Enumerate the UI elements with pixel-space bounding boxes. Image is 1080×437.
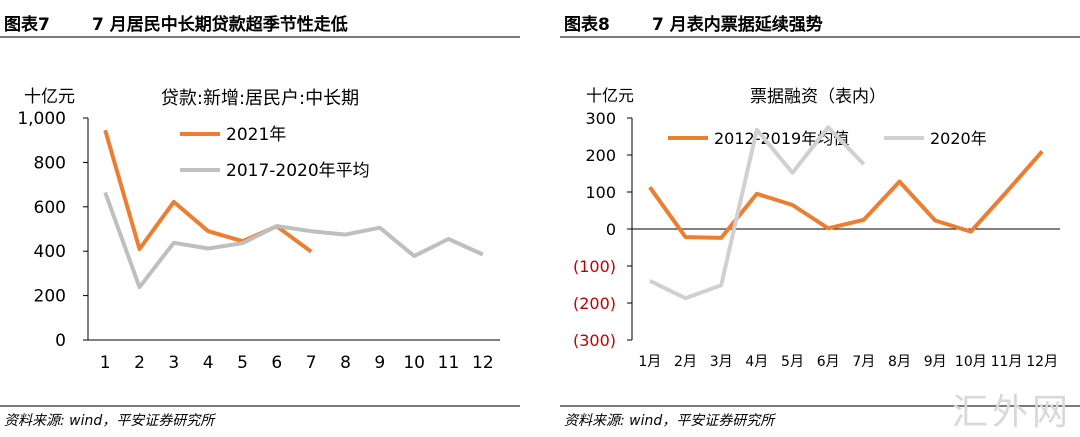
source-note: 资料来源: wind，平安证券研究所 — [4, 413, 215, 429]
y-tick-label: 0 — [606, 220, 616, 239]
x-tick-label: 2 — [134, 353, 145, 373]
x-tick-label: 1月 — [638, 354, 661, 370]
x-tick-label: 9 — [374, 353, 385, 373]
chart-panel-left: 图表7 7 月居民中长期贷款超季节性走低 十亿元 贷款:新增:居民户:中长期 0 20… — [0, 0, 520, 437]
y-tick-label: 300 — [585, 109, 616, 128]
x-tick-label: 12 — [472, 353, 494, 373]
figure-number: 图表7 — [4, 15, 50, 35]
chart-title: 票据融资（表内） — [750, 87, 886, 107]
bottom-rule — [560, 405, 1080, 407]
x-tick-label: 6月 — [817, 354, 840, 370]
panel-header: 图表7 7 月居民中长期贷款超季节性走低 — [0, 6, 520, 35]
x-tick-label: 10 — [403, 353, 425, 373]
series-line-1 — [103, 129, 313, 254]
x-tick-label: 11月 — [991, 354, 1023, 370]
legend-label: 2017-2020年平均 — [226, 161, 370, 181]
y-tick-label: 400 — [34, 242, 66, 262]
bottom-rule — [0, 405, 520, 407]
chart-panel-right: 图表8 7 月表内票据延续强势 十亿元 票据融资（表内） (300) (200) (10… — [560, 0, 1080, 437]
unit-label: 十亿元 — [24, 87, 75, 107]
y-tick-label: 800 — [34, 153, 66, 173]
unit-label: 十亿元 — [586, 86, 634, 105]
x-tick-label: 4 — [203, 353, 214, 373]
chart-title: 贷款:新增:居民户:中长期 — [161, 88, 359, 109]
source-note: 资料来源: wind，平安证券研究所 — [564, 413, 775, 429]
y-tick-label: (300) — [573, 331, 616, 350]
figure-title: 7 月居民中长期贷款超季节性走低 — [92, 15, 348, 35]
figure-number: 图表8 — [564, 15, 610, 35]
chart-bills: 十亿元 票据融资（表内） (300) (200) (100) 0 100 200 300 1月 2月… — [573, 86, 1060, 370]
x-tick-label: 6 — [271, 353, 282, 373]
x-tick-label: 7 — [306, 353, 317, 373]
y-tick-label: 1,000 — [17, 109, 66, 129]
top-rule — [560, 36, 1080, 38]
series-line-2 — [103, 191, 484, 290]
y-tick-label: (100) — [573, 257, 616, 276]
x-tick-label: 11 — [438, 353, 460, 373]
x-tick-label: 5 — [237, 353, 248, 373]
y-tick-label: (200) — [573, 294, 616, 313]
y-tick-label: 200 — [34, 287, 66, 307]
x-tick-label: 5月 — [781, 354, 804, 370]
y-tick-label: 600 — [34, 198, 66, 218]
x-tick-label: 8 — [340, 353, 351, 373]
x-tick-label: 10月 — [955, 354, 987, 370]
top-rule — [0, 36, 520, 38]
legend-label: 2012-2019年均值 — [714, 129, 849, 148]
x-tick-label: 12月 — [1026, 354, 1058, 370]
y-tick-label: 200 — [585, 146, 616, 165]
x-tick-label: 9月 — [924, 354, 947, 370]
watermark: 汇外网 — [951, 392, 1072, 433]
x-tick-label: 4月 — [745, 354, 768, 370]
panel-header: 图表8 7 月表内票据延续强势 — [560, 6, 1080, 35]
y-tick-label: 100 — [585, 183, 616, 202]
x-tick-label: 1 — [100, 353, 111, 373]
x-tick-label: 2月 — [674, 354, 697, 370]
series-line-1 — [648, 149, 1044, 240]
legend-label: 2020年 — [930, 129, 987, 148]
legend-label: 2021年 — [226, 125, 286, 145]
figure-title: 7 月表内票据延续强势 — [652, 15, 823, 35]
series-line-2 — [648, 125, 866, 301]
x-tick-label: 8月 — [888, 354, 911, 370]
x-tick-label: 3月 — [710, 354, 733, 370]
x-tick-label: 3 — [168, 353, 179, 373]
x-tick-label: 7月 — [852, 354, 875, 370]
y-tick-label: 0 — [55, 331, 66, 351]
